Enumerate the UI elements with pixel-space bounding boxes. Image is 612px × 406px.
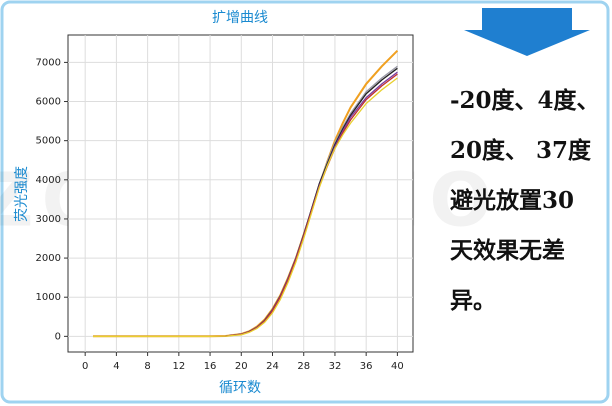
y-tick-label: 1000 [36,292,61,303]
y-tick-label: 2000 [36,253,61,264]
x-tick-label: 20 [235,361,248,372]
x-tick-label: 12 [172,361,185,372]
y-tick-label: 4000 [36,175,61,186]
note-line: 异。 [450,287,496,314]
x-tick-label: 40 [391,361,404,372]
note-line: 避光放置30 [450,187,574,214]
y-tick-label: 5000 [36,136,61,147]
x-axis-label: 循环数 [219,380,261,396]
x-tick-label: 0 [82,361,88,372]
x-tick-label: 4 [113,361,119,372]
chart-title: 扩增曲线 [212,10,268,26]
plot-area [67,34,414,353]
x-tick-label: 8 [144,361,150,372]
x-tick-label: 24 [266,361,279,372]
x-tick-label: 16 [204,361,217,372]
note-line: -20度、4度、 [450,87,600,114]
y-axis-label: 荧光强度 [13,166,30,222]
y-tick-label: 3000 [36,214,61,225]
note-line: 20度、 37度 [450,137,592,164]
y-tick-label: 0 [55,331,61,342]
x-tick-label: 28 [297,361,310,372]
arrow-icon [464,8,590,56]
y-tick-label: 6000 [36,97,61,108]
x-tick-label: 36 [360,361,373,372]
curve [93,77,398,337]
note-line: 天效果无差 [450,237,565,264]
x-tick-label: 32 [329,361,342,372]
y-tick-label: 7000 [36,57,61,68]
